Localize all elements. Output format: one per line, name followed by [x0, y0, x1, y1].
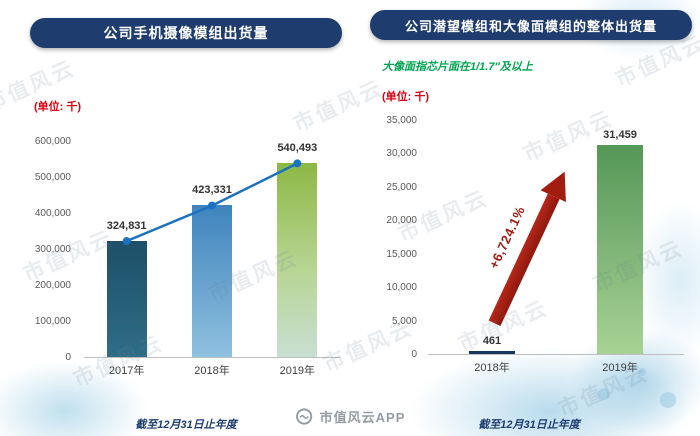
y-tick-label: 0 — [65, 352, 71, 363]
x-axis-labels: 2018年 2019年 — [428, 359, 684, 375]
chart-title: 公司手机摄像模组出货量 — [103, 25, 269, 41]
y-tick-label: 30,000 — [386, 148, 417, 160]
brand-logo: 市值风云APP — [295, 407, 406, 426]
brand-label: 市值风云APP — [319, 410, 406, 425]
bar-group-2017: 324,831 — [84, 142, 169, 357]
x-tick-label: 2019年 — [279, 365, 316, 377]
x-axis-labels: 2017年 2018年 2019年 — [84, 362, 340, 378]
value-label-2017: 324,831 — [106, 219, 147, 232]
value-label-2019: 540,493 — [277, 142, 318, 155]
bar-group-2019: 540,493 — [255, 142, 340, 357]
period-footnote: 截至12月31日止年度 — [478, 419, 580, 431]
periscope-module-shipments-chart: 公司潜望模组和大像面模组的整体出货量 大像面指芯片面在1/1.7″及以上 (单位… — [362, 8, 696, 431]
bar-group-2018: 423,331 — [169, 142, 254, 357]
bar-2019 — [277, 163, 318, 357]
y-tick-label: 600,000 — [34, 136, 71, 147]
y-tick-label: 10,000 — [386, 282, 417, 294]
x-tick-label: 2018年 — [194, 365, 230, 377]
y-tick-label: 5,000 — [391, 315, 417, 327]
y-tick-label: 20,000 — [386, 215, 417, 227]
brand-swirl-icon — [296, 408, 313, 425]
y-tick-label: 100,000 — [34, 316, 71, 327]
value-label-2018: 423,331 — [192, 184, 232, 197]
value-label-2019: 31,459 — [603, 128, 637, 141]
unit-label: (单位: 千) — [34, 101, 82, 113]
chart-title-banner: 公司手机摄像模组出货量 — [30, 18, 342, 48]
x-tick-label: 2017年 — [108, 365, 145, 377]
y-tick-label: 15,000 — [386, 248, 417, 260]
y-tick-label: 300,000 — [34, 244, 71, 255]
y-tick-label: 35,000 — [386, 115, 417, 126]
y-tick-label: 25,000 — [386, 181, 417, 193]
bar-2018 — [191, 205, 232, 357]
y-axis-labels: 600,000 500,000 400,000 300,000 200,000 … — [18, 136, 76, 364]
chart-title: 公司潜望模组和大像面模组的整体出货量 — [404, 18, 657, 34]
bar-2018 — [469, 350, 515, 354]
y-tick-label: 0 — [411, 348, 417, 360]
y-tick-label: 400,000 — [34, 208, 71, 219]
y-tick-label: 500,000 — [34, 172, 71, 183]
plot-area: 324,831 423,331 540,493 — [84, 142, 340, 358]
chart-title-banner: 公司潜望模组和大像面模组的整体出货量 — [370, 10, 692, 40]
bar-2019 — [597, 144, 643, 354]
bar-2017 — [106, 240, 147, 357]
x-tick-label: 2018年 — [474, 362, 510, 374]
chart-subtitle: 大像面指芯片面在1/1.7″及以上 — [382, 61, 533, 73]
y-axis-labels: 35,000 30,000 25,000 20,000 15,000 10,00… — [366, 115, 422, 361]
camera-module-shipments-chart: 公司手机摄像模组出货量 (单位: 千) 600,000 500,000 400,… — [18, 14, 354, 431]
x-tick-label: 2019年 — [602, 362, 638, 374]
y-tick-label: 200,000 — [34, 280, 71, 291]
unit-label: (单位: 千) — [382, 91, 430, 103]
plot-area: +6,724.1% 461 31,459 — [428, 121, 684, 355]
